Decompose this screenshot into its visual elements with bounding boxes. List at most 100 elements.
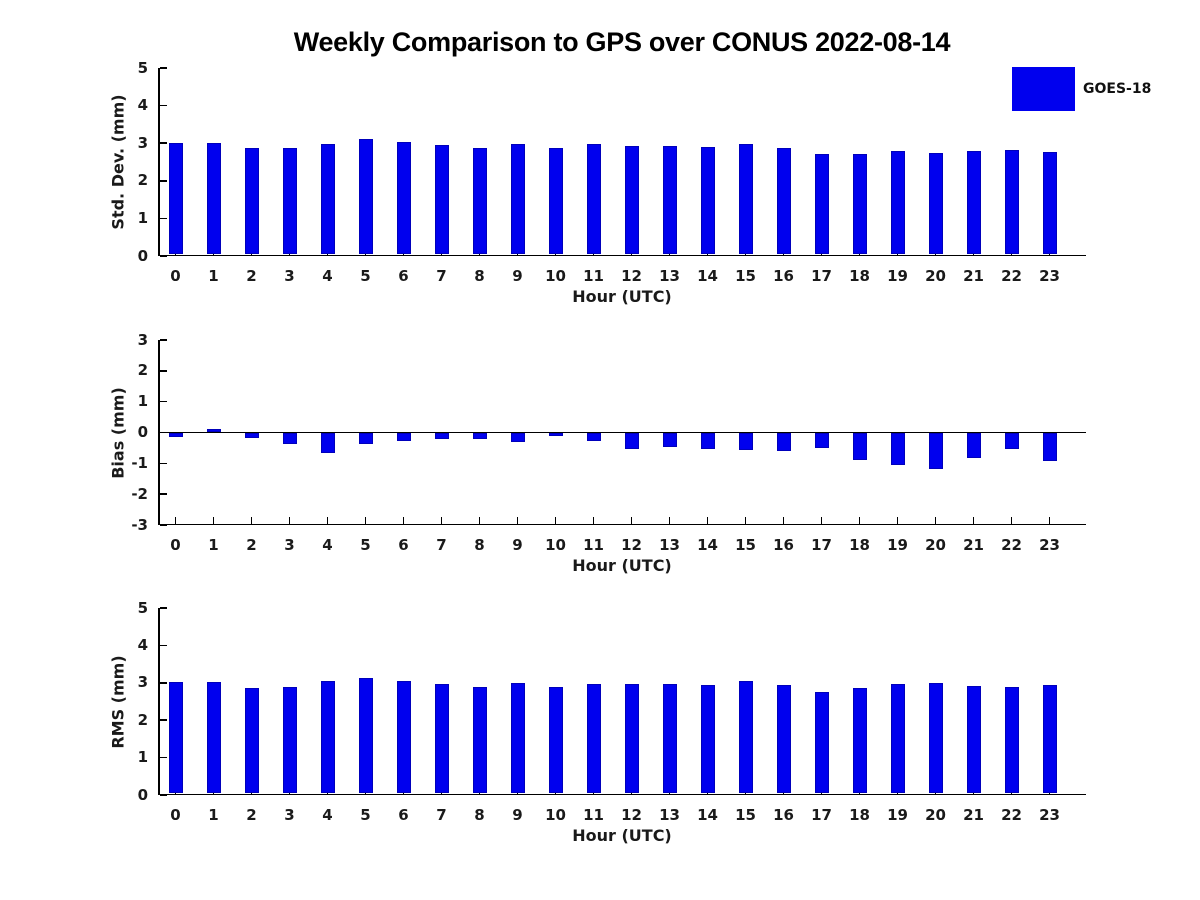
x-tick-label: 10 (545, 267, 566, 285)
y-tick-label: 5 (137, 58, 148, 77)
bar-rms-hour-20 (928, 683, 943, 794)
figure-title: Weekly Comparison to GPS over CONUS 2022… (293, 27, 951, 57)
x-tick-label: 2 (246, 267, 257, 285)
x-tick-label: 8 (474, 267, 485, 285)
bar-rms-hour-6 (396, 681, 411, 794)
bar-rms-hour-18 (852, 687, 867, 794)
y-tick-label: 3 (137, 133, 148, 152)
x-tick-label: 11 (583, 806, 604, 824)
x-tick-label: 8 (474, 536, 485, 554)
bar-std-dev-hour-9 (510, 144, 525, 255)
bar-bias-hour-10 (548, 432, 563, 436)
x-axis-spine (158, 254, 1086, 256)
x-tick-label: 20 (925, 536, 946, 554)
x-tick-label: 0 (170, 267, 181, 285)
bar-std-dev-hour-8 (472, 148, 487, 255)
y-tick (159, 339, 167, 341)
x-tick-label: 23 (1039, 806, 1060, 824)
bar-std-dev-hour-22 (1004, 149, 1019, 255)
y-tick-label: 0 (137, 423, 148, 441)
x-tick-label: 18 (849, 806, 870, 824)
bar-std-dev-hour-21 (966, 150, 981, 255)
x-axis-spine (158, 523, 1086, 525)
plot-area-std-dev: 0 1 2 3 4 5 0 1 2 3 4 5 6 7 8 9 10 11 12 13 14 15 16 17 18 19 20 21… (109, 59, 1086, 306)
x-tick-label: 1 (208, 806, 219, 824)
x-tick-label: 19 (887, 806, 908, 824)
x-tick-label: 12 (621, 806, 642, 824)
x-tick-label: 23 (1039, 536, 1060, 554)
y-tick (159, 142, 167, 144)
x-tick-label: 22 (1001, 536, 1022, 554)
y-tick-label: 3 (137, 673, 148, 692)
x-tick (402, 516, 405, 524)
x-tick-label: 3 (284, 806, 295, 824)
bar-std-dev-hour-19 (890, 151, 905, 255)
x-tick (858, 516, 861, 524)
x-tick-label: 1 (208, 267, 219, 285)
bar-rms-hour-23 (1042, 685, 1057, 794)
bar-bias-hour-5 (358, 432, 373, 444)
x-tick-label: 22 (1001, 267, 1022, 285)
bar-std-dev-hour-2 (244, 148, 259, 255)
x-tick (1048, 516, 1051, 524)
x-tick (934, 516, 937, 524)
x-tick-label: 6 (398, 806, 409, 824)
y-axis-spine (158, 608, 160, 795)
x-tick-label: 4 (322, 267, 333, 285)
y-tick-label: 1 (137, 392, 148, 411)
y-axis-label: RMS (mm) (108, 654, 128, 749)
x-axis-label: Hour (UTC) (572, 287, 672, 306)
x-tick-label: 21 (963, 806, 984, 824)
plot-area-rms: 0 1 2 3 4 5 0 1 2 3 4 5 6 7 8 9 10 11 12 13 14 15 16 17 18 19 20 21… (109, 599, 1086, 845)
x-tick-label: 22 (1001, 806, 1022, 824)
x-tick-label: 0 (170, 806, 181, 824)
bar-rms-hour-4 (320, 681, 335, 794)
y-tick (159, 644, 167, 647)
bar-rms-hour-16 (776, 685, 791, 794)
y-tick (159, 794, 167, 796)
x-tick-label: 13 (659, 536, 680, 554)
y-tick-label: 5 (137, 598, 148, 617)
y-tick (159, 682, 167, 684)
x-tick-label: 15 (735, 536, 756, 554)
x-tick (440, 516, 443, 524)
x-tick-label: 17 (811, 536, 832, 554)
x-tick-label: 6 (398, 267, 409, 285)
x-tick-label: 9 (512, 267, 523, 285)
bar-std-dev-hour-1 (206, 143, 221, 255)
y-tick (159, 255, 167, 257)
bar-bias-hour-15 (738, 432, 753, 451)
x-tick-label: 7 (436, 267, 447, 285)
x-tick (1010, 516, 1013, 524)
x-tick-label: 2 (246, 806, 257, 824)
x-tick-label: 16 (773, 536, 794, 554)
y-tick (159, 370, 167, 372)
x-tick-label: 20 (925, 267, 946, 285)
y-tick-label: 0 (137, 246, 148, 265)
y-tick (159, 607, 167, 609)
bar-bias-hour-4 (320, 432, 335, 454)
x-tick-label: 3 (284, 267, 295, 285)
bar-bias-hour-21 (966, 432, 981, 458)
bar-bias-hour-6 (396, 432, 411, 441)
x-tick-label: 15 (735, 806, 756, 824)
x-tick-label: 1 (208, 536, 219, 554)
legend-swatch-goes-18 (1012, 67, 1075, 111)
y-tick-label: 2 (137, 710, 148, 729)
x-tick-label: 5 (360, 267, 371, 285)
x-tick (516, 516, 519, 524)
legend-label-goes-18: GOES-18 (1083, 81, 1152, 97)
x-tick-label: 9 (512, 806, 523, 824)
x-tick (630, 516, 633, 524)
bar-rms-hour-21 (966, 685, 981, 794)
bar-std-dev-hour-0 (168, 143, 183, 255)
bar-bias-hour-16 (776, 432, 791, 451)
x-tick-label: 12 (621, 267, 642, 285)
bar-std-dev-hour-3 (282, 148, 297, 255)
y-tick-label: 0 (137, 785, 148, 804)
x-tick-label: 13 (659, 267, 680, 285)
x-tick-label: 9 (512, 536, 523, 554)
x-tick (744, 516, 747, 524)
x-tick-label: 23 (1039, 267, 1060, 285)
